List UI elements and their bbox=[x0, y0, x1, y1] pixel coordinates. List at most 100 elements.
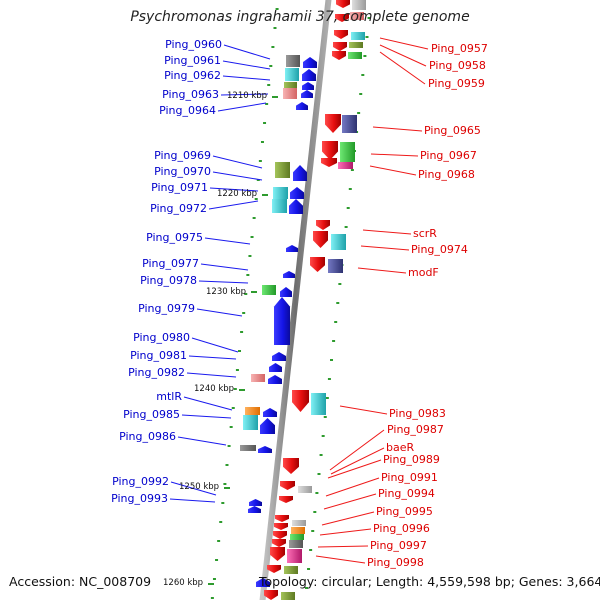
gene-label-ping-0997[interactable]: Ping_0997 bbox=[370, 539, 427, 552]
gene-label-ping-0957[interactable]: Ping_0957 bbox=[431, 42, 488, 55]
gene-label-ping-0963[interactable]: Ping_0963 bbox=[162, 88, 219, 101]
gene-label-ping-0968[interactable]: Ping_0968 bbox=[418, 168, 475, 181]
gene-label-ping-0996[interactable]: Ping_0996 bbox=[373, 522, 430, 535]
leader-line bbox=[315, 555, 366, 564]
gene-label-ping-0994[interactable]: Ping_0994 bbox=[378, 487, 435, 500]
gene-label-ping-0995[interactable]: Ping_0995 bbox=[376, 505, 433, 518]
forward-arrow bbox=[260, 418, 275, 434]
leader-line bbox=[186, 372, 237, 378]
forward-arrow bbox=[256, 578, 270, 587]
gene-label-ping-0978[interactable]: Ping_0978 bbox=[140, 274, 197, 287]
reverse-arrow bbox=[335, 14, 349, 22]
tick-mark bbox=[334, 321, 338, 323]
forward-arrow bbox=[249, 499, 262, 506]
reverse-arrow bbox=[275, 515, 289, 522]
gene-label-ping-0970[interactable]: Ping_0970 bbox=[154, 165, 211, 178]
gene-block bbox=[287, 549, 302, 563]
tick-mark bbox=[229, 426, 233, 428]
tick-mark bbox=[263, 122, 267, 124]
tick-mark bbox=[225, 464, 229, 466]
gene-block bbox=[292, 520, 306, 526]
gene-block bbox=[291, 527, 305, 534]
gene-label-ping-0981[interactable]: Ping_0981 bbox=[130, 349, 187, 362]
gene-label-ping-0962[interactable]: Ping_0962 bbox=[164, 69, 221, 82]
reverse-arrow bbox=[325, 114, 341, 133]
reverse-arrow bbox=[336, 0, 350, 8]
gene-label-ping-0985[interactable]: Ping_0985 bbox=[123, 408, 180, 421]
tick-mark bbox=[273, 27, 277, 29]
reverse-arrow bbox=[264, 590, 278, 600]
leader-line bbox=[360, 245, 410, 251]
forward-arrow bbox=[290, 187, 304, 199]
leader-line bbox=[169, 498, 216, 503]
tick-mark bbox=[327, 378, 331, 380]
gene-block bbox=[290, 534, 304, 540]
gene-label-ping-0987[interactable]: Ping_0987 bbox=[387, 423, 444, 436]
leader-line bbox=[222, 60, 271, 70]
leader-line bbox=[323, 493, 377, 510]
gene-label-ping-0959[interactable]: Ping_0959 bbox=[428, 77, 485, 90]
gene-block bbox=[284, 82, 297, 88]
gene-labels-left: Ping_0960 Ping_0961 Ping_0962 Ping_0963 … bbox=[111, 38, 222, 505]
leader-line bbox=[212, 155, 263, 169]
gene-block bbox=[283, 88, 297, 99]
leader-line bbox=[209, 187, 259, 192]
gene-block bbox=[262, 285, 276, 295]
gene-block bbox=[243, 415, 258, 430]
reverse-arrow bbox=[334, 30, 348, 39]
gene-label-ping-0972[interactable]: Ping_0972 bbox=[150, 202, 207, 215]
tick-mark bbox=[265, 103, 269, 105]
tick-mark bbox=[317, 473, 321, 475]
tick-mark bbox=[267, 84, 271, 86]
gene-block bbox=[352, 0, 366, 10]
tick-mark bbox=[242, 312, 246, 314]
gene-label-ping-0967[interactable]: Ping_0967 bbox=[420, 149, 477, 162]
reverse-arrow bbox=[267, 565, 281, 573]
gene-label-ping-0958[interactable]: Ping_0958 bbox=[429, 59, 486, 72]
gene-label-ping-0964[interactable]: Ping_0964 bbox=[159, 104, 216, 117]
leader-line bbox=[200, 263, 249, 271]
scale-label-1240: 1240 kbp bbox=[194, 384, 234, 394]
forward-arrow bbox=[296, 102, 308, 110]
tick-mark bbox=[321, 435, 325, 437]
forward-arrow bbox=[303, 57, 317, 68]
gene-label-ping-0992[interactable]: Ping_0992 bbox=[112, 475, 169, 488]
gene-features bbox=[240, 0, 366, 600]
gene-label-ping-0969[interactable]: Ping_0969 bbox=[154, 149, 211, 162]
gene-label-modf[interactable]: modF bbox=[408, 266, 439, 279]
gene-label-ping-0974[interactable]: Ping_0974 bbox=[411, 243, 468, 256]
gene-label-ping-0989[interactable]: Ping_0989 bbox=[383, 453, 440, 466]
tick-mark bbox=[223, 483, 227, 485]
gene-label-ping-0993[interactable]: Ping_0993 bbox=[111, 492, 168, 505]
leader-line bbox=[339, 405, 388, 415]
gene-label-ping-0998[interactable]: Ping_0998 bbox=[367, 556, 424, 569]
leader-line bbox=[325, 477, 380, 497]
reverse-arrow bbox=[310, 257, 325, 272]
scale-tick bbox=[272, 96, 278, 98]
gene-label-ping-0982[interactable]: Ping_0982 bbox=[128, 366, 185, 379]
gene-label-ping-0975[interactable]: Ping_0975 bbox=[146, 231, 203, 244]
gene-label-ping-0983[interactable]: Ping_0983 bbox=[389, 407, 446, 420]
gene-label-ping-0979[interactable]: Ping_0979 bbox=[138, 302, 195, 315]
tick-mark bbox=[238, 350, 242, 352]
gene-label-ping-0986[interactable]: Ping_0986 bbox=[119, 430, 176, 443]
gene-block bbox=[289, 540, 303, 548]
gene-label-ping-0960[interactable]: Ping_0960 bbox=[165, 38, 222, 51]
tick-mark bbox=[227, 445, 231, 447]
tick-mark bbox=[330, 359, 334, 361]
leader-line bbox=[198, 280, 249, 284]
gene-label-ping-0977[interactable]: Ping_0977 bbox=[142, 257, 199, 270]
gene-label-mtlr[interactable]: mtlR bbox=[156, 390, 182, 403]
gene-label-scrr[interactable]: scrR bbox=[413, 227, 437, 240]
gene-label-baer[interactable]: baeR bbox=[386, 441, 414, 454]
tick-mark bbox=[231, 407, 235, 409]
gene-label-ping-0961[interactable]: Ping_0961 bbox=[164, 54, 221, 67]
reverse-arrow bbox=[272, 539, 286, 547]
gene-label-ping-0971[interactable]: Ping_0971 bbox=[151, 181, 208, 194]
tick-mark bbox=[344, 226, 348, 228]
gene-label-ping-0965[interactable]: Ping_0965 bbox=[424, 124, 481, 137]
tick-mark bbox=[252, 217, 256, 219]
gene-label-ping-0991[interactable]: Ping_0991 bbox=[381, 471, 438, 484]
gene-label-ping-0980[interactable]: Ping_0980 bbox=[133, 331, 190, 344]
tick-mark bbox=[365, 36, 369, 38]
